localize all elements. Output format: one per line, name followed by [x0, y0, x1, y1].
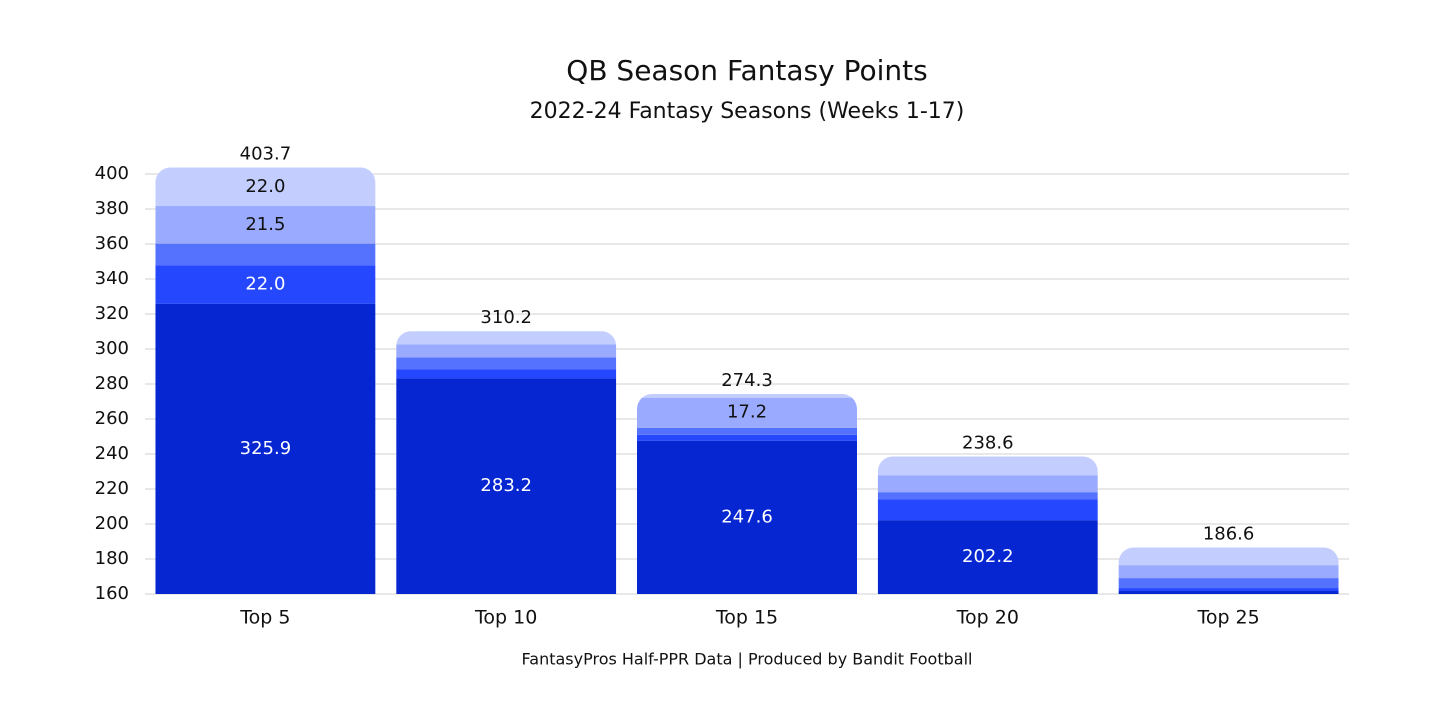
y-tick-label: 400 [95, 163, 129, 184]
bar-group [155, 167, 376, 594]
footnote: FantasyPros Half-PPR Data | Produced by … [522, 650, 973, 669]
bar-segment [396, 344, 617, 358]
chart-subtitle: 2022-24 Fantasy Seasons (Weeks 1-17) [530, 99, 965, 124]
y-tick-label: 200 [95, 513, 129, 534]
bar-segment [877, 499, 1098, 521]
segment-label: 22.0 [245, 176, 285, 197]
bar-segment [155, 206, 376, 244]
segment-label: 17.2 [727, 402, 767, 423]
y-tick-label: 180 [95, 548, 129, 569]
bar-segment [396, 378, 617, 594]
x-tick-label: Top 10 [474, 607, 537, 629]
bar-segment [155, 265, 376, 304]
bar-segment [1118, 591, 1339, 594]
bar-segment [1118, 588, 1339, 592]
bar-segment [877, 456, 1098, 476]
y-tick-label: 260 [95, 408, 129, 429]
y-tick-label: 300 [95, 338, 129, 359]
bar-segment [637, 440, 857, 594]
segment-label: 283.2 [480, 475, 532, 496]
y-tick-label: 360 [95, 233, 129, 254]
bar-segment [155, 303, 376, 594]
bar-segment [1118, 565, 1339, 579]
bar-segment [637, 393, 857, 398]
bar-segment [1118, 547, 1339, 566]
bar-segment [1118, 578, 1339, 589]
x-tick-label: Top 20 [956, 607, 1019, 629]
y-tick-label: 280 [95, 373, 129, 394]
segment-label: 22.0 [245, 273, 285, 294]
y-tick-label: 240 [95, 443, 129, 464]
bar-group [396, 331, 617, 594]
y-tick-label: 160 [95, 583, 129, 604]
chart-title: QB Season Fantasy Points [566, 54, 927, 87]
total-label: 274.3 [721, 370, 773, 391]
y-tick-label: 220 [95, 478, 129, 499]
bar-segment [396, 331, 617, 345]
bar-segment [877, 492, 1098, 500]
segment-label: 247.6 [721, 506, 773, 527]
bar-segment [877, 520, 1098, 594]
bar-segment [637, 397, 857, 428]
total-label: 238.6 [962, 432, 1014, 453]
total-label: 310.2 [480, 307, 532, 328]
bar-group [637, 393, 857, 594]
x-tick-label: Top 25 [1196, 607, 1259, 629]
segment-label: 325.9 [240, 438, 292, 459]
bar-segment [877, 475, 1098, 493]
bar-segment [637, 434, 857, 441]
segment-label: 21.5 [245, 214, 285, 235]
bar-segment [155, 167, 376, 207]
y-tick-label: 320 [95, 303, 129, 324]
y-tick-label: 380 [95, 198, 129, 219]
x-tick-label: Top 5 [239, 607, 290, 629]
bar-segment [155, 243, 376, 266]
total-label: 186.6 [1203, 523, 1255, 544]
bar-group [1118, 547, 1339, 594]
y-tick-label: 340 [95, 268, 129, 289]
bar-group [877, 456, 1098, 594]
bar-segment [396, 369, 617, 379]
x-tick-label: Top 15 [715, 607, 778, 629]
segment-label: 202.2 [962, 546, 1014, 567]
bar-segment [396, 357, 617, 370]
total-label: 403.7 [240, 144, 292, 165]
bar-segment [637, 427, 857, 435]
